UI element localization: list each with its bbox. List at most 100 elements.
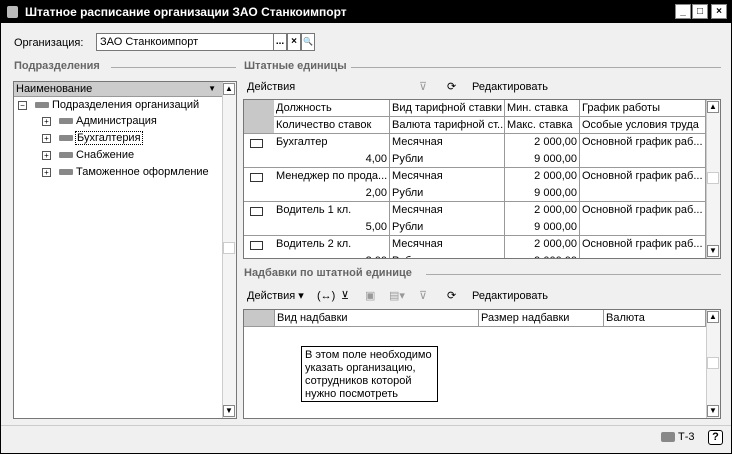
sort-arrow-icon[interactable]: ▼ [208,84,216,93]
table-cell[interactable]: 2 000,00 [505,202,580,219]
scrollbar[interactable]: ▲ ▼ [706,310,720,418]
edit-button[interactable]: Редактировать [472,290,548,302]
filter-clear-icon[interactable]: ⊽ [419,81,428,93]
table-cell[interactable]: Бухгалтер [274,134,390,151]
filter-icon[interactable]: ⊻ [341,290,350,302]
table-cell[interactable]: Менеджер по прода... [274,168,390,185]
copy-icon[interactable]: ▣ [365,290,376,302]
column-header[interactable]: Количество ставок [274,117,390,134]
tree-item[interactable]: − Подразделения организаций [18,97,199,114]
departments-tree[interactable]: Наименование ▼ − Подразделения организаций… [13,81,237,419]
minimize-button[interactable]: _ [675,4,691,19]
tree-item-label: Администрация [76,115,157,127]
table-cell[interactable]: Рубли [390,151,505,168]
printer-icon[interactable] [661,432,675,442]
scroll-up-icon[interactable]: ▲ [223,83,235,95]
column-header[interactable]: Особые условия труда [580,117,706,134]
table-cell[interactable]: Месячная [390,134,505,151]
scrollbar[interactable]: ▲ ▼ [706,100,720,258]
table-cell[interactable]: Водитель 1 кл. [274,202,390,219]
expand-icon[interactable]: + [42,167,51,177]
edit-button[interactable]: Редактировать [472,81,548,93]
expand-icon[interactable]: + [42,133,51,143]
folder-icon [59,135,73,142]
column-header[interactable]: Наименование ▼ [14,82,222,97]
clear-icon[interactable]: × [287,33,301,51]
search-icon[interactable]: 🔍 [301,33,315,51]
table-cell[interactable] [580,253,706,258]
filter-settings-icon[interactable]: ▤▾ [389,290,405,302]
table-cell[interactable] [580,185,706,202]
tree-item[interactable]: + Таможенное оформление [42,164,209,181]
tree-item[interactable]: + Снабжение [42,147,134,164]
expand-icon[interactable]: + [42,150,51,160]
column-header[interactable]: Макс. ставка [505,117,580,134]
table-cell[interactable] [580,151,706,168]
position-icon [250,139,263,148]
column-header[interactable]: График работы [580,100,706,117]
select-button[interactable]: ... [273,33,287,51]
table-cell[interactable]: 9 000,00 [505,219,580,236]
column-header[interactable]: Вид надбавки [274,310,479,327]
close-button[interactable]: × [711,4,727,19]
table-cell[interactable]: 2 000,00 [505,236,580,253]
scroll-down-icon[interactable]: ▼ [707,245,719,257]
scroll-thumb[interactable] [707,172,719,184]
tooltip: В этом поле необходимо указать организац… [301,346,438,402]
scroll-thumb[interactable] [223,242,235,254]
title-bar: Штатное расписание организации ЗАО Станк… [1,1,731,23]
window-title: Штатное расписание организации ЗАО Станк… [25,5,347,19]
column-header[interactable]: Вид тарифной ставки [390,100,505,117]
table-cell[interactable]: Месячная [390,168,505,185]
scroll-down-icon[interactable]: ▼ [223,405,235,417]
table-cell[interactable]: Рубли [390,253,505,258]
tree-item-selected[interactable]: + Бухгалтерия [42,130,143,147]
table-cell[interactable]: 2 000,00 [505,134,580,151]
table-cell[interactable]: Рубли [390,219,505,236]
collapse-icon[interactable]: − [18,100,27,110]
table-cell[interactable]: Основной график раб... [580,236,706,253]
scroll-thumb[interactable] [707,357,719,369]
table-cell[interactable] [580,219,706,236]
tree-item-label: Снабжение [76,149,135,161]
refresh-icon[interactable]: ⟳ [447,290,457,302]
table-cell[interactable]: 9 000,00 [505,151,580,168]
scroll-up-icon[interactable]: ▲ [707,311,719,323]
column-header[interactable]: Мин. ставка [505,100,580,117]
table-cell[interactable]: 4,00 [274,151,390,168]
table-cell[interactable]: 9 000,00 [505,253,580,258]
column-header[interactable]: Должность [274,100,390,117]
refresh-icon[interactable]: ⟳ [447,81,457,93]
print-form-button[interactable]: Т-3 [678,431,695,443]
table-cell[interactable]: Месячная [390,236,505,253]
column-header[interactable]: Валюта тарифной ст... [390,117,505,134]
table-cell[interactable]: Основной график раб... [580,134,706,151]
table-cell[interactable]: Основной график раб... [580,202,706,219]
table-cell[interactable]: 2 000,00 [505,168,580,185]
section-title: Подразделения [14,60,100,72]
column-header[interactable]: Валюта [604,310,706,327]
table-cell[interactable]: Водитель 2 кл. [274,236,390,253]
expand-icon[interactable]: + [42,116,51,126]
position-icon [250,207,263,216]
table-cell[interactable]: Основной график раб... [580,168,706,185]
org-input[interactable]: ЗАО Станкоимпорт [96,33,274,51]
tree-item[interactable]: + Администрация [42,113,157,130]
help-button[interactable]: ? [708,430,723,445]
table-cell[interactable]: Рубли [390,185,505,202]
move-icon[interactable]: (↔) [317,290,336,302]
scrollbar[interactable]: ▲ ▼ [222,82,236,418]
maximize-button[interactable]: □ [692,4,708,19]
scroll-down-icon[interactable]: ▼ [707,405,719,417]
table-cell[interactable]: 5,00 [274,219,390,236]
actions-menu[interactable]: Действия ▾ [247,290,304,302]
table-cell[interactable]: Месячная [390,202,505,219]
filter-clear-icon[interactable]: ⊽ [419,290,428,302]
actions-menu[interactable]: Действия [247,81,296,93]
scroll-up-icon[interactable]: ▲ [707,101,719,113]
units-table[interactable]: Должность Вид тарифной ставки Мин. ставка Г… [243,99,721,259]
column-header[interactable]: Размер надбавки [479,310,604,327]
table-cell[interactable]: 9 000,00 [505,185,580,202]
table-cell[interactable]: 2,00 [274,185,390,202]
table-cell[interactable]: 3,00 [274,253,390,258]
